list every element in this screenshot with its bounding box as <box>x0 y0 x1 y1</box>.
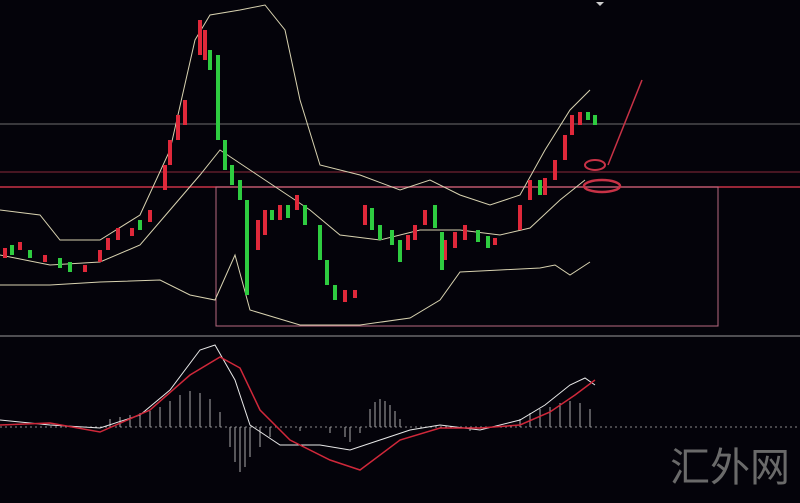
signal-line <box>0 356 596 471</box>
scroll-marker <box>596 2 604 6</box>
marker-ellipse <box>582 178 622 194</box>
macd-line <box>0 344 596 451</box>
lower-band <box>0 253 591 326</box>
marker-ellipse <box>584 159 606 171</box>
upper-band <box>0 4 591 241</box>
range-box <box>215 186 719 327</box>
trend-arrow <box>607 79 643 166</box>
watermark: 汇外网 <box>670 445 790 491</box>
